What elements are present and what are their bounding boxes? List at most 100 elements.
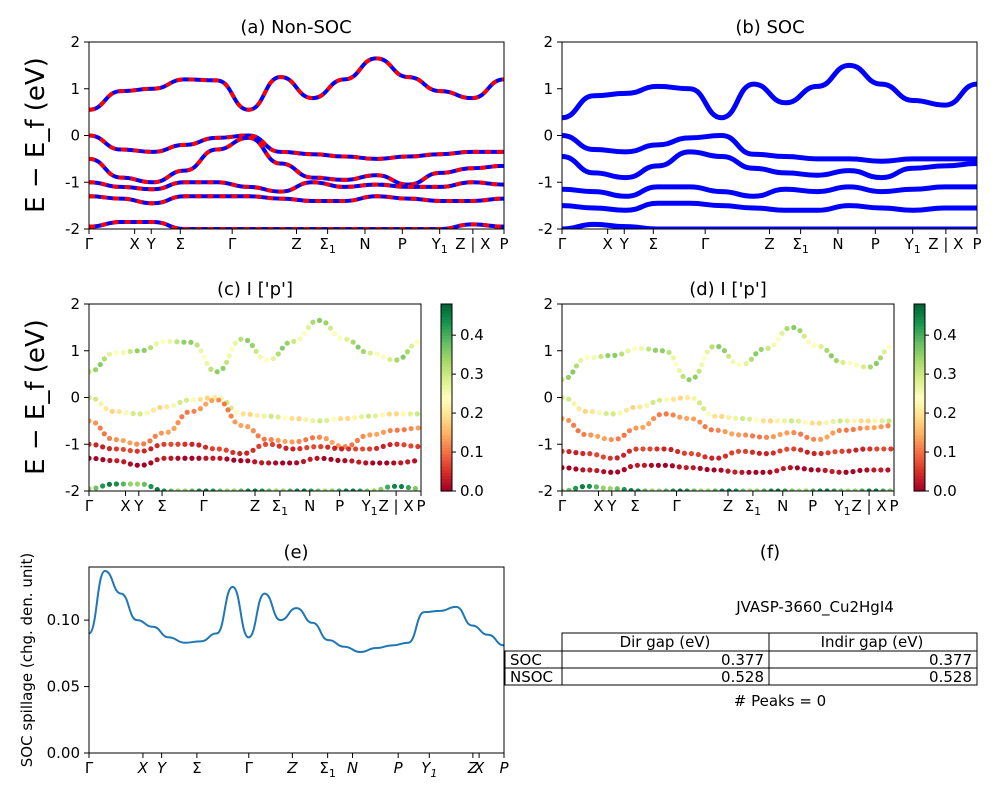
colorbar-segment xyxy=(914,409,925,414)
band-point xyxy=(768,488,774,491)
band-point xyxy=(878,424,884,430)
band-point xyxy=(189,488,195,491)
colorbar-segment xyxy=(914,375,925,380)
colorbar-segment xyxy=(441,456,452,461)
band-point xyxy=(758,346,764,353)
y-tick-label: 2 xyxy=(70,295,80,313)
band-point xyxy=(775,336,781,342)
x-tick-label: Σ xyxy=(192,759,201,777)
band-point xyxy=(184,409,190,415)
colorbar-segment xyxy=(441,366,452,371)
band-point xyxy=(571,422,577,428)
band-point xyxy=(798,431,804,437)
band-point xyxy=(736,432,742,438)
band-point xyxy=(294,488,300,491)
band-point xyxy=(742,448,749,454)
band-point xyxy=(566,448,572,455)
band-line-3 xyxy=(562,184,977,199)
band-point xyxy=(353,446,359,452)
colorbar-segment xyxy=(914,360,925,364)
band-point xyxy=(284,340,290,346)
band-point xyxy=(640,424,646,430)
colorbar-segment xyxy=(441,378,452,383)
colorbar-segment xyxy=(441,341,452,346)
band-plot-soc: -2 -1 0 1 2 Γ X Y Σ Γ Z Σ1 N P Y1 Z | X P xyxy=(538,33,981,256)
band-point xyxy=(655,462,661,468)
band-point xyxy=(266,488,272,491)
band-point xyxy=(635,488,641,491)
band-point xyxy=(331,416,337,422)
band-point xyxy=(600,454,606,460)
x-tick-label: X xyxy=(130,235,140,253)
band-point xyxy=(784,325,790,332)
y-tick-label: -1 xyxy=(538,435,553,453)
band-point xyxy=(167,338,173,345)
band-point xyxy=(697,465,703,471)
band-point xyxy=(335,443,341,449)
band-point xyxy=(196,442,202,448)
band-point xyxy=(337,335,343,341)
band-point xyxy=(291,338,297,344)
band-point xyxy=(634,462,640,468)
band-point xyxy=(677,488,683,491)
band-point xyxy=(387,427,393,434)
band-point xyxy=(360,433,366,439)
band-point xyxy=(327,325,334,331)
band-point xyxy=(224,488,230,491)
band-point xyxy=(690,416,697,422)
band-point xyxy=(663,411,669,417)
band-point xyxy=(797,328,803,334)
band-point xyxy=(732,415,739,421)
band-point xyxy=(804,434,810,440)
band-point xyxy=(290,446,296,452)
band-point xyxy=(379,412,386,418)
band-point xyxy=(217,488,223,491)
colorbar-segment xyxy=(914,406,925,411)
band-point xyxy=(232,340,238,346)
y-tick-label: 0.05 xyxy=(47,678,80,696)
band-point xyxy=(269,441,276,448)
row-label-nsoc: NSOC xyxy=(510,668,553,686)
band-point xyxy=(623,407,630,413)
band-point xyxy=(784,446,790,452)
band-point xyxy=(147,438,153,444)
band-point xyxy=(401,442,407,448)
band-point xyxy=(301,488,307,491)
band-point xyxy=(562,415,565,422)
band-point xyxy=(411,458,418,464)
band-point xyxy=(680,373,686,380)
spillage-line xyxy=(88,569,505,654)
x-tick-label: Σ xyxy=(176,235,185,253)
colorbar-segment xyxy=(441,484,452,489)
band-point xyxy=(276,443,282,449)
band-point xyxy=(791,324,797,331)
band-point xyxy=(726,488,732,491)
band-point xyxy=(182,455,188,461)
band-point xyxy=(253,348,259,354)
band-point xyxy=(182,441,188,447)
band-point xyxy=(202,444,209,450)
band-point xyxy=(708,427,714,433)
band-point xyxy=(154,443,160,449)
colorbar-tick-label: 0.1 xyxy=(460,443,484,461)
band-point xyxy=(746,416,753,422)
colorbar-segment xyxy=(441,332,452,336)
band-point xyxy=(690,465,696,471)
band-point xyxy=(224,359,230,365)
band-point xyxy=(279,345,285,351)
band-point xyxy=(238,422,244,429)
band-point xyxy=(681,450,688,456)
colorbar-segment xyxy=(914,338,925,342)
band-point xyxy=(696,368,702,374)
band-point xyxy=(113,350,119,356)
x-tick-label: N xyxy=(777,497,788,515)
band-point xyxy=(188,339,194,345)
band-point xyxy=(736,362,742,368)
colorbar-segment xyxy=(441,487,452,492)
band-point xyxy=(777,448,783,454)
band-point xyxy=(843,469,849,475)
band-point xyxy=(120,349,126,356)
peaks-count: # Peaks = 0 xyxy=(734,692,826,710)
band-point xyxy=(356,459,362,465)
band-point xyxy=(196,455,202,461)
